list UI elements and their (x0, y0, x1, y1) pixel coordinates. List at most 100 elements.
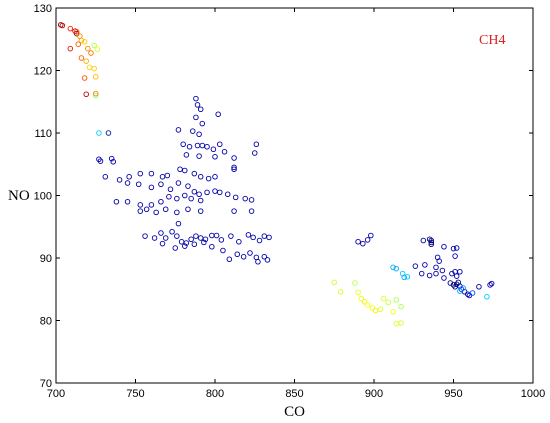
scatter-point (92, 90, 99, 97)
scatter-point (355, 289, 361, 296)
scatter-point (204, 189, 210, 196)
scatter-point (193, 114, 199, 121)
scatter-point (158, 230, 164, 236)
scatter-point (393, 297, 400, 303)
x-tick-label: 950 (444, 388, 462, 400)
scatter-point (193, 95, 199, 102)
scatter-point (81, 39, 88, 45)
scatter-point (78, 37, 85, 44)
scatter-point (436, 258, 442, 264)
scatter-point (457, 288, 463, 294)
scatter-point (266, 234, 272, 241)
scatter-point (183, 152, 190, 158)
scatter-point (231, 164, 237, 171)
axis-ticks: 700 750 800 850 900 950 1000 70 80 90 100 110 120 130 (34, 3, 546, 400)
scatter-point (92, 73, 99, 80)
scatter-point (218, 237, 225, 243)
scatter-point (453, 273, 460, 279)
scatter-point (426, 236, 433, 242)
scatter-point (217, 141, 223, 147)
scatter-point (113, 198, 120, 205)
scatter-point (191, 241, 198, 247)
scatter-point (256, 237, 263, 244)
scatter-point (426, 272, 433, 279)
scatter-point (217, 189, 223, 196)
scatter-point (364, 302, 371, 308)
scatter-point (264, 257, 271, 263)
scatter-point (126, 173, 132, 180)
scatter-point (182, 243, 188, 249)
scatter-point (398, 320, 404, 326)
scatter-point (201, 239, 207, 246)
scatter-point (390, 309, 396, 315)
scatter-point (209, 243, 215, 250)
scatter-point (105, 130, 112, 136)
scatter-point (124, 180, 131, 186)
scatter-point (420, 237, 427, 244)
scatter-point (167, 186, 174, 192)
scatter-point (197, 106, 204, 112)
scatter-point (224, 191, 231, 197)
scatter-point (197, 197, 204, 204)
scatter-point (242, 195, 248, 202)
scatter-point (377, 306, 384, 313)
scatter-point (372, 307, 379, 314)
scatter-point (162, 206, 169, 212)
scatter-point (212, 188, 218, 194)
scatter-point (174, 233, 180, 239)
scatter-point (88, 50, 94, 56)
scatter-point (91, 42, 97, 49)
scatter-point (441, 275, 447, 281)
y-axis-label: NO (8, 188, 30, 204)
scatter-point (172, 245, 178, 251)
scatter-point (197, 173, 204, 180)
scatter-point (251, 150, 258, 156)
scatter-point (158, 198, 164, 205)
y-tick-label: 70 (40, 378, 52, 390)
scatter-point (193, 233, 199, 239)
scatter-point (194, 102, 201, 108)
scatter-point (158, 181, 164, 187)
ch4-annotation: CH4 (479, 33, 505, 48)
scatter-point (428, 239, 434, 246)
scatter-point (175, 180, 182, 186)
scatter-point (457, 269, 463, 275)
scatter-point (412, 263, 419, 269)
scatter-point (428, 241, 434, 247)
x-tick-label: 850 (285, 388, 303, 400)
scatter-point (86, 64, 93, 71)
y-tick-label: 120 (34, 66, 52, 78)
scatter-point (247, 250, 253, 256)
scatter-point (212, 153, 218, 160)
scatter-point (137, 202, 144, 208)
scatter-point (166, 193, 172, 200)
scatter-point (102, 173, 109, 180)
scatter-point (255, 259, 261, 265)
scatter-point (261, 253, 268, 260)
scatter-point (159, 173, 166, 180)
scatter-point (183, 240, 190, 246)
scatter-point (137, 208, 144, 214)
scatter-point (182, 192, 188, 199)
scatter-point (143, 206, 150, 212)
y-tick-label: 130 (34, 3, 52, 15)
scatter-point (73, 29, 80, 35)
y-tick-label: 80 (40, 316, 52, 328)
scatter-point (85, 45, 91, 52)
scatter-point (450, 245, 457, 252)
scatter-point (453, 245, 460, 251)
scatter-point (433, 264, 439, 271)
y-tick-label: 110 (34, 128, 52, 140)
scatter-point (380, 295, 387, 302)
scatter-point (83, 58, 89, 64)
scatter-point (148, 202, 155, 208)
scatter-point (94, 46, 101, 53)
scatter-point (390, 264, 396, 271)
x-tick-label: 700 (47, 388, 65, 400)
scatter-point (385, 299, 392, 306)
scatter-point (210, 146, 217, 152)
scatter-point (169, 228, 175, 235)
x-tick-label: 800 (206, 388, 224, 400)
